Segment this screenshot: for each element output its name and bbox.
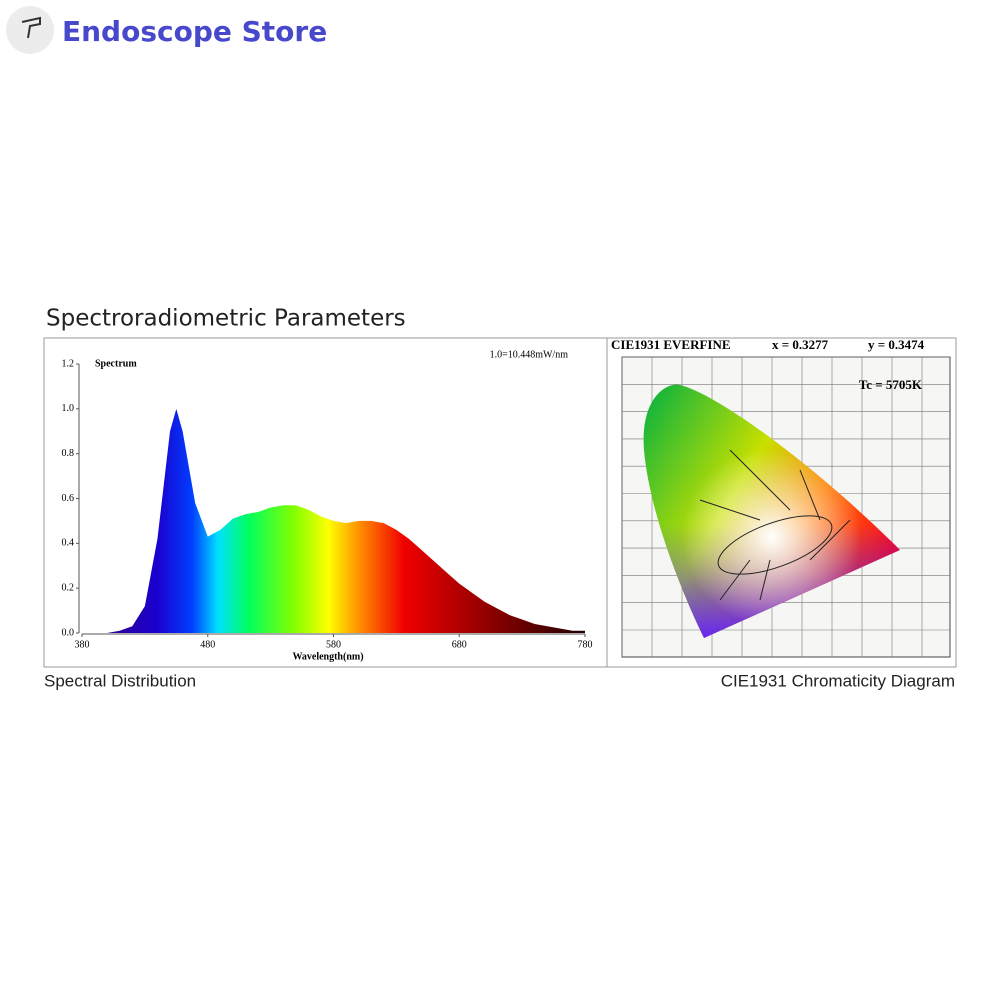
section-title: Spectroradiometric Parameters <box>46 306 406 332</box>
cie-x: x = 0.3277 <box>772 337 829 352</box>
y-tick-label: 0.0 <box>62 627 75 638</box>
y-tick-label: 0.2 <box>62 582 75 593</box>
cie-tc: Tc = 5705K <box>859 377 923 392</box>
x-axis-label: Wavelength(nm) <box>292 651 363 662</box>
cie-lines <box>699 449 851 601</box>
cie-caption: CIE1931 Chromaticity Diagram <box>721 671 955 690</box>
cie-y: y = 0.3474 <box>868 337 925 352</box>
y-tick-label: 1.0 <box>62 403 75 414</box>
x-tick-label: 680 <box>452 639 467 650</box>
cie-header: CIE1931 EVERFINE <box>611 337 731 352</box>
logo-icon <box>21 16 41 39</box>
chart-annotation: 1.0=10.448mW/nm <box>490 349 569 360</box>
x-tick-label: 380 <box>75 639 90 650</box>
y-tick-label: 0.8 <box>62 448 75 459</box>
x-tick-label: 780 <box>578 639 593 650</box>
y-tick-label: 0.6 <box>62 493 75 504</box>
spectrum-caption: Spectral Distribution <box>44 671 196 690</box>
x-tick-label: 580 <box>326 639 341 650</box>
store-name[interactable]: Endoscope Store <box>62 15 327 48</box>
chart-title: Spectrum <box>95 358 137 369</box>
cie-ellipse <box>717 515 833 575</box>
y-tick-label: 0.4 <box>62 538 75 549</box>
cie-locus-white <box>643 384 900 638</box>
spectrum-area <box>82 408 585 633</box>
y-tick-label: 1.2 <box>62 358 75 369</box>
x-tick-label: 480 <box>200 639 215 650</box>
cie-diagram: CIE1931 EVERFINE x = 0.3277 y = 0.3474 T… <box>611 337 951 658</box>
